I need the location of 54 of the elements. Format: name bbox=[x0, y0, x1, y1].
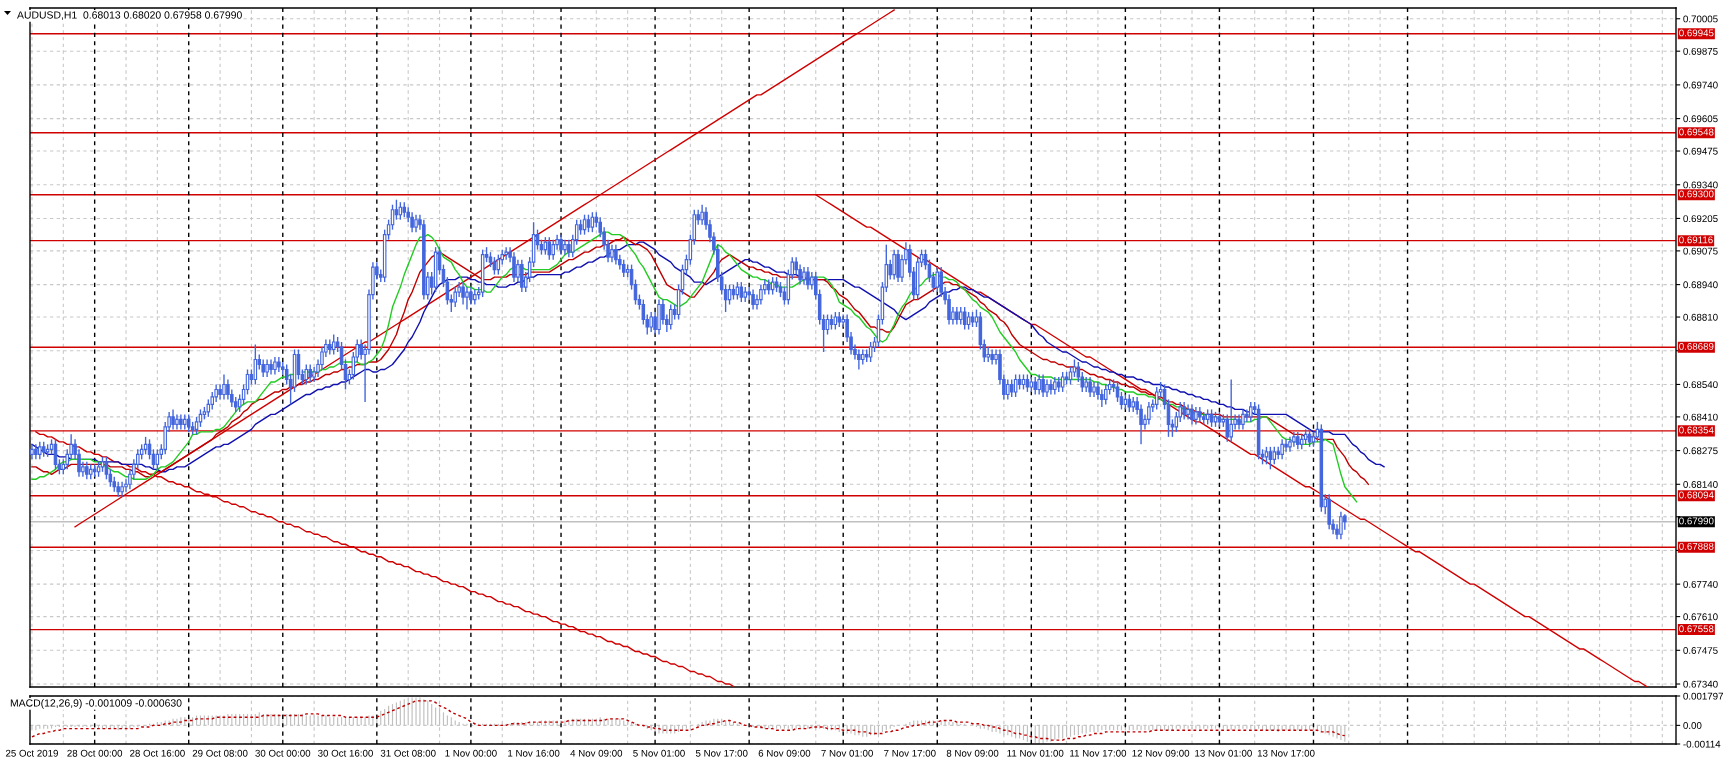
x-tick-label: 31 Oct 08:00 bbox=[380, 749, 436, 757]
y-tick-label: 0.67610 bbox=[1683, 613, 1718, 621]
chart-title: AUDUSD,H1 0.68013 0.68020 0.67958 0.67990 bbox=[17, 11, 242, 20]
y-tick-label: 0.67340 bbox=[1683, 680, 1718, 688]
x-tick-label: 12 Nov 09:00 bbox=[1132, 749, 1190, 757]
y-tick-label: 0.67740 bbox=[1683, 580, 1718, 588]
x-tick-label: 7 Nov 01:00 bbox=[821, 749, 873, 757]
y-tick-label: 0.001797 bbox=[1683, 692, 1724, 700]
ref-line-label: 0.69116 bbox=[1679, 236, 1713, 244]
x-tick-label: 11 Nov 17:00 bbox=[1070, 749, 1127, 757]
y-tick-label: 0.69340 bbox=[1683, 181, 1718, 189]
y-tick-label: 0.69875 bbox=[1683, 47, 1718, 55]
x-tick-label: 8 Nov 09:00 bbox=[946, 749, 999, 757]
x-tick-label: 1 Nov 00:00 bbox=[445, 749, 497, 757]
y-tick-label: 0.68940 bbox=[1683, 281, 1718, 289]
y-tick-label: 0.68810 bbox=[1683, 313, 1718, 321]
y-tick-label: 0.70005 bbox=[1683, 15, 1718, 23]
y-tick-label: 0.68140 bbox=[1683, 481, 1718, 488]
ref-line-label: 0.69300 bbox=[1679, 190, 1714, 198]
y-tick-label: 0.69475 bbox=[1683, 147, 1718, 155]
x-tick-label: 5 Nov 01:00 bbox=[633, 749, 685, 757]
x-tick-label: 13 Nov 17:00 bbox=[1257, 749, 1315, 757]
y-tick-label: -0.00114 bbox=[1683, 740, 1721, 748]
ref-line-label: 0.69548 bbox=[1679, 128, 1714, 136]
x-tick-label: 5 Nov 17:00 bbox=[695, 749, 748, 757]
y-tick-label: 0.69205 bbox=[1683, 215, 1718, 223]
x-tick-label: 28 Oct 16:00 bbox=[130, 749, 185, 757]
x-tick-label: 7 Nov 17:00 bbox=[884, 749, 936, 757]
x-tick-label: 13 Nov 01:00 bbox=[1195, 749, 1252, 757]
x-tick-label: 30 Oct 16:00 bbox=[318, 749, 373, 757]
x-tick-label: 30 Oct 00:00 bbox=[255, 749, 311, 757]
y-tick-label: 0.00 bbox=[1683, 722, 1702, 729]
y-tick-label: 0.68410 bbox=[1683, 413, 1718, 421]
y-tick-label: 0.68540 bbox=[1683, 381, 1718, 389]
chart-title: MACD(12,26,9) -0.001009 -0.000630 bbox=[10, 699, 182, 709]
y-tick-label: 0.68275 bbox=[1683, 447, 1718, 455]
ref-line-label: 0.67888 bbox=[1679, 542, 1714, 550]
ref-line-label: 0.69945 bbox=[1679, 29, 1714, 37]
ref-line-label: 0.67558 bbox=[1679, 625, 1714, 633]
y-tick-label: 0.69075 bbox=[1683, 247, 1718, 255]
x-tick-label: 29 Oct 08:00 bbox=[192, 749, 248, 757]
x-tick-label: 6 Nov 09:00 bbox=[758, 749, 811, 757]
x-tick-label: 4 Nov 09:00 bbox=[570, 749, 623, 757]
ref-line-label: 0.68094 bbox=[1679, 491, 1714, 499]
ref-line-label: 0.68354 bbox=[1679, 426, 1714, 434]
ref-line-label: 0.67990 bbox=[1679, 517, 1714, 525]
y-tick-label: 0.67475 bbox=[1683, 647, 1718, 654]
y-tick-label: 0.69605 bbox=[1683, 115, 1718, 123]
x-tick-label: 11 Nov 01:00 bbox=[1007, 749, 1064, 757]
y-tick-label: 0.69740 bbox=[1683, 81, 1718, 89]
x-tick-label: 28 Oct 00:00 bbox=[67, 749, 123, 757]
x-tick-label: 25 Oct 2019 bbox=[5, 749, 58, 757]
ref-line-label: 0.68689 bbox=[1679, 342, 1714, 350]
x-tick-label: 1 Nov 16:00 bbox=[508, 749, 560, 757]
